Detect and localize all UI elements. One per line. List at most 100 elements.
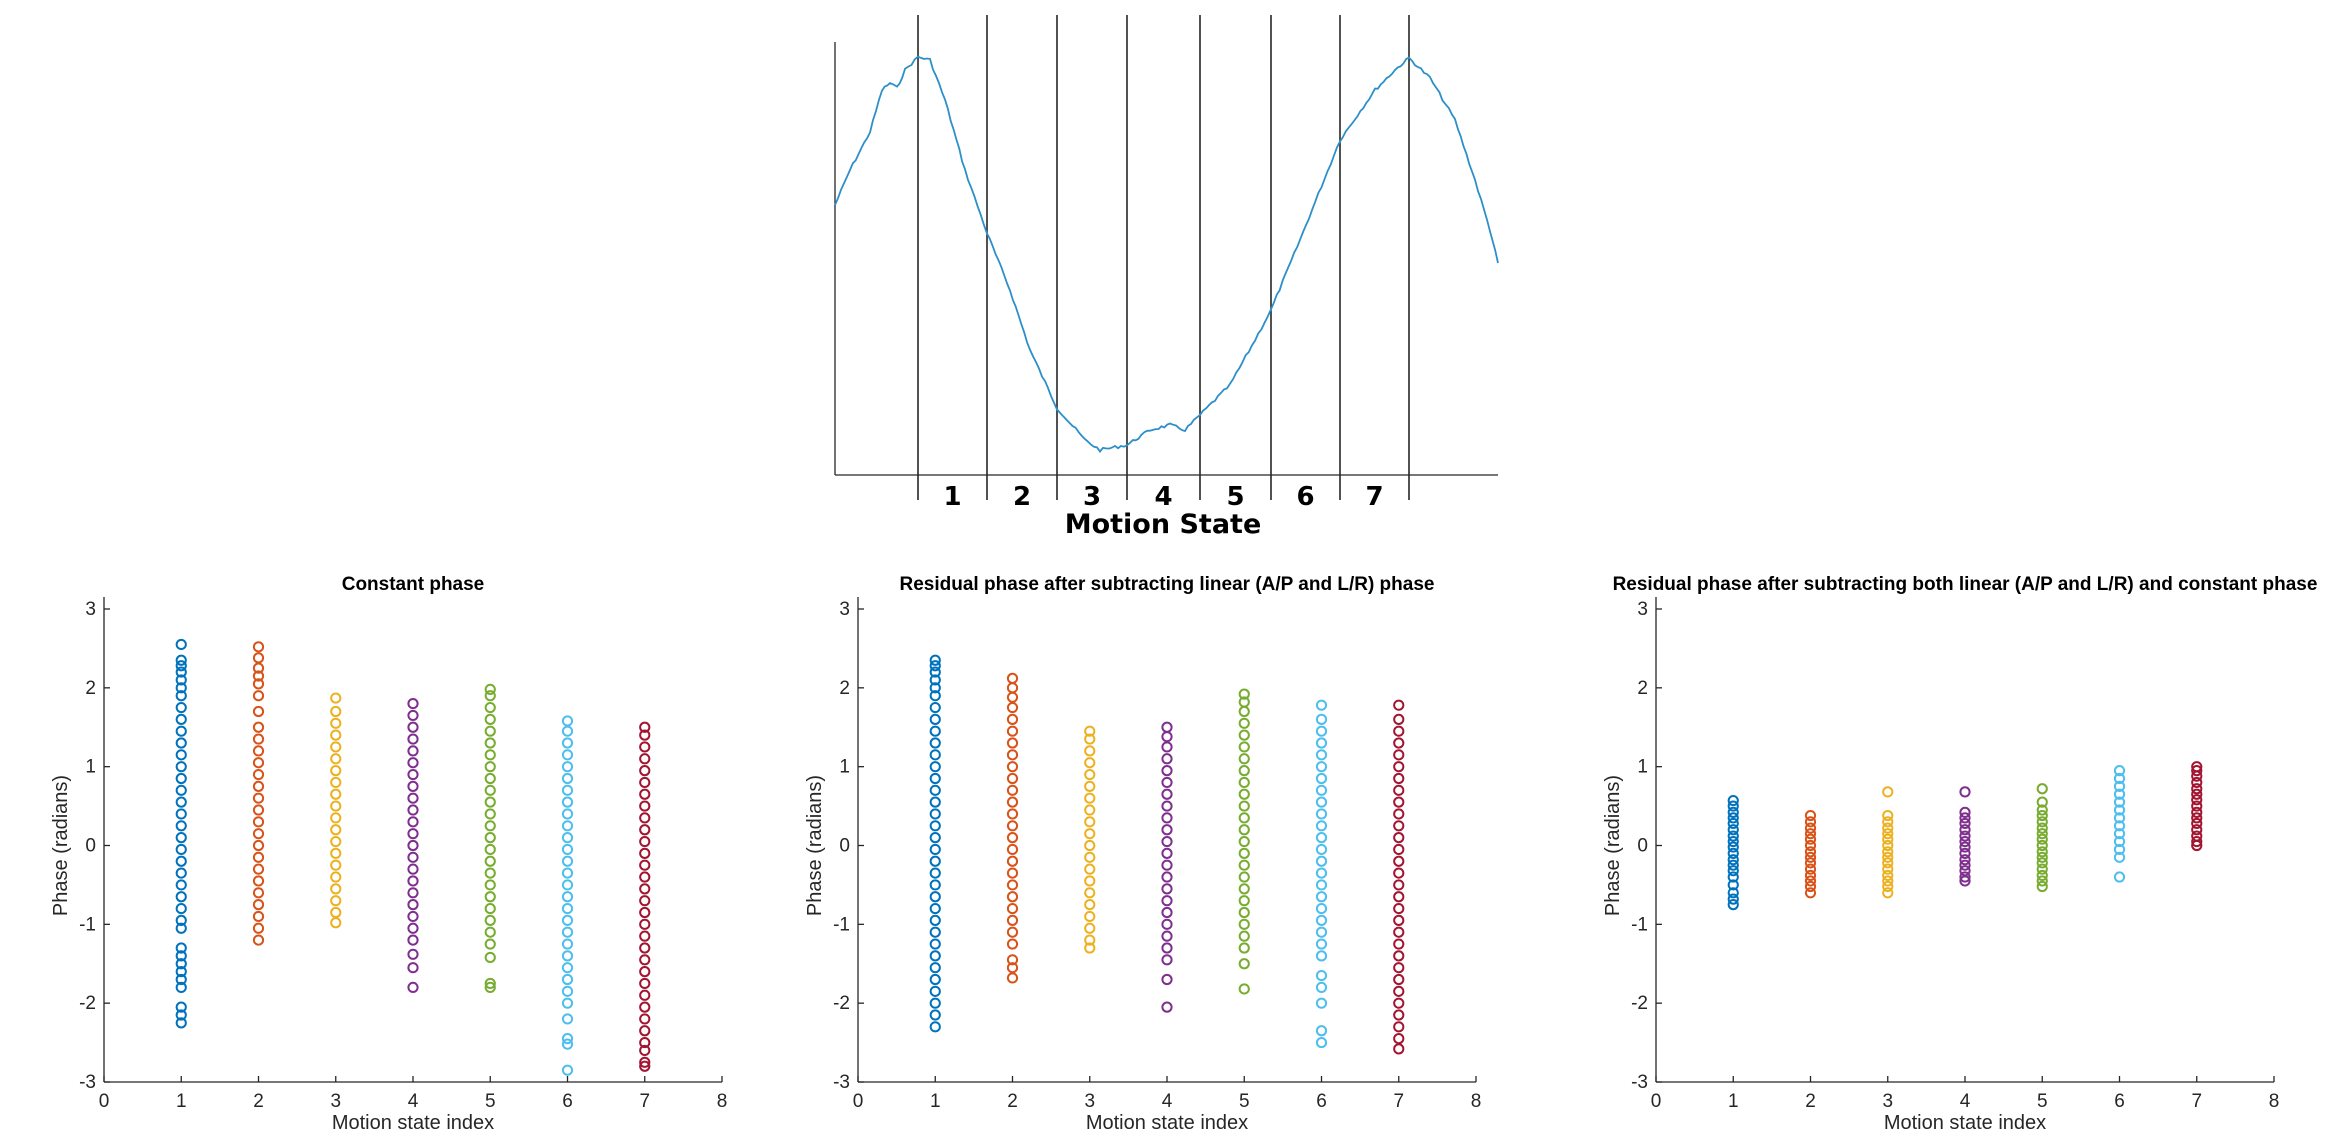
series-state-4 bbox=[1161, 721, 1173, 1013]
data-point bbox=[484, 977, 496, 990]
y-tick-label: 3 bbox=[1637, 599, 1648, 620]
data-point bbox=[407, 698, 419, 710]
data-point bbox=[2191, 765, 2203, 777]
data-point bbox=[1006, 796, 1019, 808]
data-point bbox=[252, 757, 265, 769]
y-tick-label: 1 bbox=[839, 757, 850, 778]
data-point bbox=[1238, 788, 1250, 800]
data-point bbox=[1727, 893, 1739, 905]
data-point bbox=[484, 914, 496, 926]
data-point bbox=[407, 899, 419, 911]
data-point bbox=[407, 816, 419, 828]
x-tick-label: 5 bbox=[1239, 1091, 1250, 1112]
data-point bbox=[1393, 891, 1405, 903]
x-tick-label: 0 bbox=[853, 1091, 864, 1112]
data-point bbox=[484, 938, 496, 950]
data-point bbox=[2036, 796, 2048, 808]
data-point bbox=[1393, 962, 1405, 974]
data-point bbox=[175, 867, 187, 879]
data-point bbox=[929, 902, 941, 915]
data-point bbox=[929, 796, 941, 808]
data-point bbox=[330, 765, 342, 777]
data-point bbox=[2113, 835, 2126, 848]
data-point bbox=[1393, 832, 1405, 844]
data-point bbox=[929, 737, 941, 749]
data-point bbox=[175, 950, 187, 962]
data-point bbox=[1393, 820, 1405, 832]
data-point bbox=[2113, 796, 2126, 808]
data-point bbox=[1882, 869, 1894, 882]
scatter-panel-3: Residual phase after subtracting both li… bbox=[1602, 574, 2317, 1134]
data-point bbox=[407, 875, 419, 887]
data-point bbox=[407, 733, 419, 745]
series-state-5 bbox=[484, 683, 496, 994]
data-point bbox=[1315, 832, 1328, 844]
data-point bbox=[1727, 871, 1739, 883]
data-point bbox=[1804, 816, 1817, 828]
data-point bbox=[561, 1064, 574, 1076]
x-tick-label: 4 bbox=[408, 1091, 419, 1112]
data-point bbox=[2191, 839, 2203, 852]
state-label-4: 4 bbox=[1154, 482, 1172, 512]
data-point bbox=[1315, 843, 1328, 856]
data-point bbox=[1804, 880, 1817, 893]
data-point bbox=[639, 906, 651, 919]
series-state-6 bbox=[1315, 699, 1328, 1049]
data-point bbox=[1804, 857, 1817, 869]
data-point bbox=[1238, 942, 1250, 954]
data-point bbox=[252, 690, 265, 702]
data-point bbox=[1959, 824, 1971, 836]
data-point bbox=[929, 843, 941, 856]
data-point bbox=[1238, 729, 1250, 741]
data-point bbox=[929, 950, 941, 962]
data-point bbox=[1804, 875, 1817, 887]
data-point bbox=[1959, 806, 1971, 818]
data-point bbox=[1315, 997, 1328, 1009]
y-axis-title: Phase (radians) bbox=[804, 775, 826, 916]
data-point bbox=[1882, 839, 1894, 852]
data-point bbox=[639, 1056, 651, 1068]
data-point bbox=[1315, 808, 1328, 820]
data-point bbox=[1315, 772, 1328, 785]
data-point bbox=[1006, 832, 1019, 844]
data-point bbox=[175, 843, 187, 856]
data-point bbox=[561, 985, 574, 997]
data-point bbox=[561, 784, 574, 796]
data-point bbox=[407, 851, 419, 863]
state-label-1: 1 bbox=[943, 482, 961, 512]
series-state-1 bbox=[175, 638, 187, 1029]
data-point bbox=[252, 816, 265, 828]
data-point bbox=[929, 985, 941, 997]
series-state-7 bbox=[1393, 699, 1405, 1055]
data-point bbox=[1161, 835, 1173, 848]
data-point bbox=[175, 690, 187, 702]
data-point bbox=[1393, 926, 1405, 938]
x-tick-label: 0 bbox=[99, 1091, 110, 1112]
data-point bbox=[1006, 772, 1019, 785]
series-state-4 bbox=[1959, 786, 1971, 887]
data-point bbox=[1238, 688, 1250, 700]
data-point bbox=[1959, 871, 1971, 883]
data-point bbox=[1804, 839, 1817, 852]
data-point bbox=[1006, 808, 1019, 820]
data-point bbox=[1084, 839, 1096, 852]
data-point bbox=[330, 717, 342, 729]
data-point bbox=[1315, 926, 1328, 938]
data-point bbox=[1804, 863, 1817, 875]
data-point bbox=[2036, 816, 2048, 828]
data-point bbox=[330, 692, 342, 704]
data-point bbox=[330, 800, 342, 812]
data-point bbox=[1006, 855, 1019, 867]
data-point bbox=[1161, 930, 1173, 942]
data-point bbox=[252, 678, 265, 690]
data-point bbox=[1393, 737, 1405, 749]
data-point bbox=[1959, 859, 1971, 871]
data-point bbox=[929, 938, 941, 950]
data-point bbox=[1161, 824, 1173, 836]
x-tick-label: 4 bbox=[1162, 1091, 1173, 1112]
data-point bbox=[639, 977, 651, 990]
data-point bbox=[1084, 792, 1096, 804]
data-point bbox=[561, 1013, 574, 1025]
